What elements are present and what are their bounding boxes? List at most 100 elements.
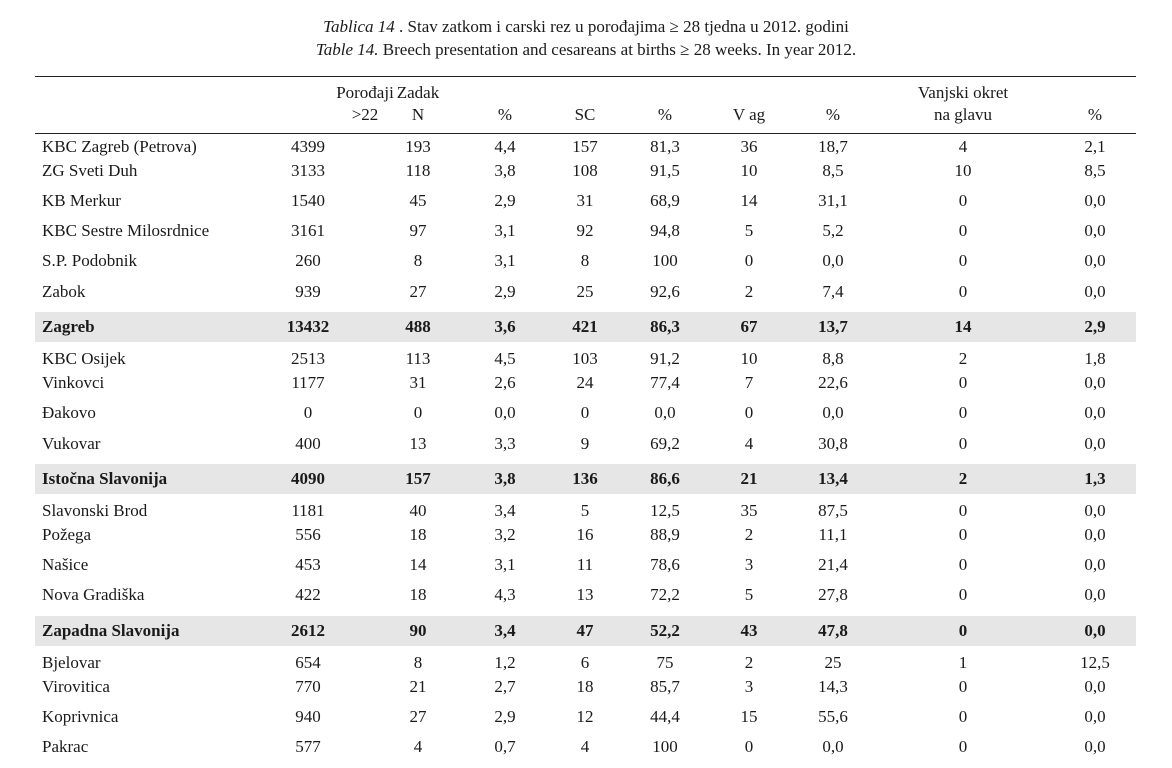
cell-pct-vag: 8,5 bbox=[822, 161, 844, 180]
cell-vag: 2 bbox=[744, 282, 754, 301]
cell-pct-zadak: 4,4 bbox=[494, 137, 516, 156]
cell-vag: 67 bbox=[740, 317, 758, 336]
cell-institution: Slavonski Brod bbox=[42, 501, 148, 520]
cell-pct-zadak: 0,0 bbox=[494, 403, 516, 422]
cell-porodaji: 1177 bbox=[291, 373, 325, 392]
cell-pct-zadak: 3,1 bbox=[494, 555, 516, 574]
cell-pct-zadak: 2,9 bbox=[494, 707, 516, 726]
cell-sc: 6 bbox=[580, 653, 590, 672]
cell-zadak: 8 bbox=[413, 251, 423, 270]
header-okret-line2: na glavu bbox=[933, 105, 993, 124]
cell-institution: Zapadna Slavonija bbox=[42, 621, 180, 640]
cell-pct-sc: 69,2 bbox=[650, 434, 680, 453]
cell-pct-vag: 13,7 bbox=[818, 317, 848, 336]
cell-pct-zadak: 3,2 bbox=[494, 525, 516, 544]
cell-porodaji: 3161 bbox=[291, 221, 325, 240]
cell-pct-vag: 0,0 bbox=[822, 403, 844, 422]
cell-pct-okret: 0,0 bbox=[1084, 677, 1106, 696]
cell-sc: 8 bbox=[580, 251, 590, 270]
cell-pct-zadak: 3,3 bbox=[494, 434, 516, 453]
cell-pct-zadak: 3,6 bbox=[494, 317, 516, 336]
cell-porodaji: 1540 bbox=[291, 191, 325, 210]
caption-label-hr: Tablica 14 bbox=[323, 17, 395, 36]
cell-vag: 10 bbox=[740, 161, 758, 180]
table-row: Virovitica 770 21 2,7 18 85,7 3 14,3 0 0,0 bbox=[35, 673, 1136, 701]
cell-vag: 5 bbox=[744, 585, 754, 604]
cell-vag: 0 bbox=[744, 737, 754, 756]
cell-sc: 421 bbox=[572, 317, 598, 336]
cell-vag: 21 bbox=[740, 469, 758, 488]
cell-porodaji: 400 bbox=[295, 434, 321, 453]
header-pct-sc: % bbox=[657, 105, 673, 124]
cell-zadak: 31 bbox=[409, 373, 427, 392]
cell-vag: 0 bbox=[744, 403, 754, 422]
caption-label-en: Table 14. bbox=[315, 40, 379, 59]
cell-vag: 5 bbox=[744, 221, 754, 240]
cell-pct-zadak: 3,1 bbox=[494, 221, 516, 240]
caption-text-hr: . Stav zatkom i carski rez u porođajima … bbox=[394, 17, 849, 36]
cell-porodaji: 577 bbox=[295, 737, 321, 756]
cell-pct-vag: 0,0 bbox=[822, 737, 844, 756]
cell-zadak: 14 bbox=[409, 555, 427, 574]
cell-porodaji: 654 bbox=[295, 653, 321, 672]
cell-institution: KBC Zagreb (Petrova) bbox=[42, 137, 197, 156]
cell-pct-vag: 5,2 bbox=[822, 221, 844, 240]
cell-pct-zadak: 2,6 bbox=[494, 373, 516, 392]
cell-vag: 3 bbox=[744, 555, 754, 574]
cell-pct-vag: 13,4 bbox=[818, 469, 848, 488]
header-vanjski-okret: Vanjski okret na glavu bbox=[893, 82, 1033, 126]
cell-sc: 16 bbox=[576, 525, 594, 544]
header-pct-vag: % bbox=[825, 105, 841, 124]
table-row: Bjelovar 654 8 1,2 6 75 2 25 1 12,5 bbox=[35, 649, 1136, 677]
cell-institution: Vinkovci bbox=[42, 373, 105, 392]
cell-porodaji: 4399 bbox=[291, 137, 325, 156]
cell-pct-sc: 68,9 bbox=[650, 191, 680, 210]
cell-pct-sc: 88,9 bbox=[650, 525, 680, 544]
cell-pct-vag: 47,8 bbox=[818, 621, 848, 640]
table-row: Požega 556 18 3,2 16 88,9 2 11,1 0 0,0 bbox=[35, 521, 1136, 549]
cell-pct-vag: 0,0 bbox=[822, 251, 844, 270]
cell-okret: 0 bbox=[958, 501, 968, 520]
cell-porodaji: 2612 bbox=[291, 621, 325, 640]
cell-vag: 7 bbox=[744, 373, 754, 392]
cell-porodaji: 0 bbox=[303, 403, 313, 422]
cell-zadak: 90 bbox=[409, 621, 427, 640]
cell-sc: 13 bbox=[576, 585, 594, 604]
cell-pct-vag: 25 bbox=[824, 653, 842, 672]
cell-sc: 9 bbox=[580, 434, 590, 453]
header-bottom-rule bbox=[35, 133, 1136, 134]
cell-sc: 31 bbox=[576, 191, 594, 210]
header-porodaji-line1: Porođaji bbox=[336, 83, 394, 102]
cell-pct-vag: 22,6 bbox=[818, 373, 848, 392]
table-row: Koprivnica 940 27 2,9 12 44,4 15 55,6 0 0,0 bbox=[35, 703, 1136, 731]
cell-porodaji: 556 bbox=[295, 525, 321, 544]
cell-porodaji: 2513 bbox=[291, 349, 325, 368]
cell-vag: 43 bbox=[740, 621, 758, 640]
cell-zadak: 97 bbox=[409, 221, 427, 240]
cell-zadak: 193 bbox=[405, 137, 431, 156]
cell-pct-sc: 100 bbox=[652, 251, 678, 270]
cell-sc: 108 bbox=[572, 161, 598, 180]
cell-sc: 12 bbox=[576, 707, 594, 726]
cell-okret: 0 bbox=[958, 403, 968, 422]
header-porodaji-line2: >22 bbox=[351, 105, 379, 124]
cell-vag: 2 bbox=[744, 525, 754, 544]
cell-pct-sc: 86,3 bbox=[650, 317, 680, 336]
cell-pct-vag: 8,8 bbox=[822, 349, 844, 368]
cell-pct-sc: 0,0 bbox=[654, 403, 676, 422]
cell-pct-zadak: 4,5 bbox=[494, 349, 516, 368]
cell-sc: 103 bbox=[572, 349, 598, 368]
cell-pct-okret: 0,0 bbox=[1084, 403, 1106, 422]
cell-pct-vag: 11,1 bbox=[818, 525, 848, 544]
cell-pct-zadak: 2,9 bbox=[494, 191, 516, 210]
cell-okret: 0 bbox=[958, 707, 968, 726]
cell-pct-vag: 30,8 bbox=[818, 434, 848, 453]
cell-pct-okret: 0,0 bbox=[1084, 373, 1106, 392]
table-row: KBC Sestre Milosrdnice 3161 97 3,1 92 94,8 5 5,… bbox=[35, 217, 1136, 245]
cell-institution: Istočna Slavonija bbox=[42, 469, 168, 488]
cell-zadak: 18 bbox=[409, 525, 427, 544]
cell-vag: 4 bbox=[744, 434, 754, 453]
cell-sc: 5 bbox=[580, 501, 590, 520]
cell-pct-vag: 21,4 bbox=[818, 555, 848, 574]
cell-zadak: 45 bbox=[409, 191, 427, 210]
